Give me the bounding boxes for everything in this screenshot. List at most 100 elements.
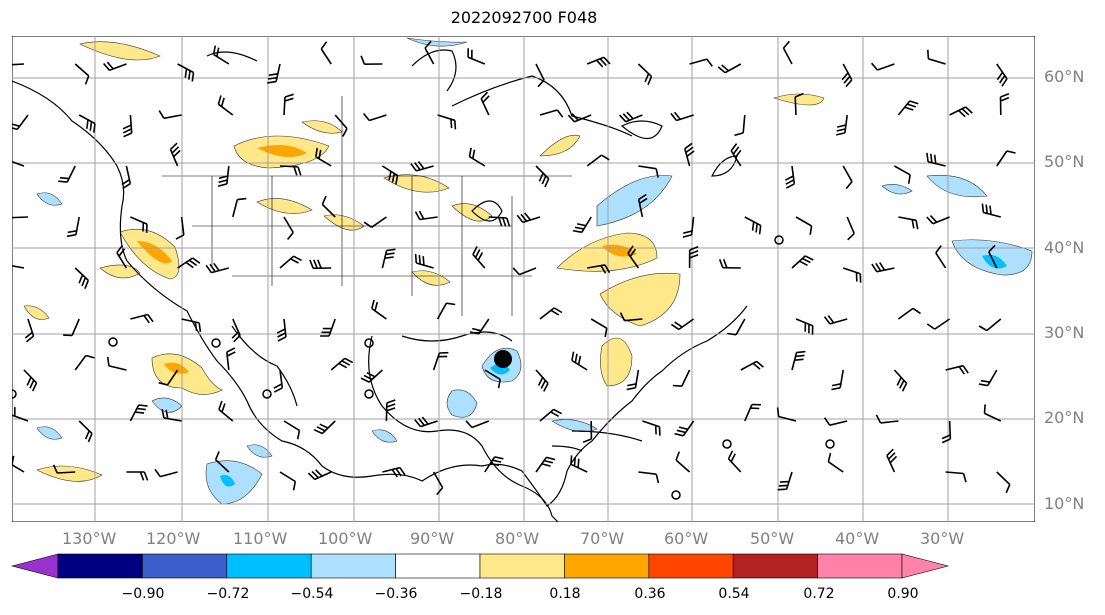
wind-barb [320, 318, 336, 337]
anomaly-patch [99, 264, 141, 279]
wind-barb [734, 114, 746, 137]
wind-barb [363, 216, 387, 228]
lat-label-10n: 10°N [1044, 494, 1085, 513]
wind-barb [74, 354, 95, 371]
wind-barb [484, 369, 501, 389]
wind-barb [684, 142, 695, 167]
wind-barb [432, 471, 444, 496]
colorbar-bin [732, 553, 818, 579]
map-title: 2022092700 F048 [450, 8, 598, 27]
lat-label-30n: 30°N [1044, 323, 1085, 342]
wind-barb [122, 114, 133, 138]
anomaly-patch [36, 426, 63, 440]
wind-barb [78, 420, 93, 443]
wind-barb [58, 165, 76, 183]
anomaly-patch [164, 362, 189, 374]
wind-barb [582, 420, 593, 444]
colorbar-tick: −0.36 [374, 586, 418, 602]
wind-barb [102, 61, 127, 72]
wind-barb [267, 63, 281, 84]
colorbar-bin [564, 553, 650, 579]
wind-barb [996, 150, 1016, 167]
anomaly-patch [36, 465, 103, 482]
wind-barb [279, 471, 297, 491]
wind-barb [512, 267, 537, 276]
wind-barb [381, 165, 399, 185]
wind-barb [23, 369, 38, 392]
calm-wind-circle [262, 389, 272, 399]
colorbar-tick: 0.18 [549, 586, 581, 602]
wind-barb [999, 92, 1010, 116]
wind-barb [106, 356, 127, 371]
wind-barb [276, 318, 287, 342]
wind-barb [794, 92, 804, 116]
graticule [12, 36, 1035, 522]
lon-label-30w: 30°W [920, 529, 965, 548]
wind-barb [638, 165, 659, 178]
wind-barb [414, 253, 434, 269]
colorbar-tick: 0.54 [718, 586, 750, 602]
anomaly-patch [79, 41, 161, 61]
wind-barb [217, 165, 230, 187]
wind-barb [627, 245, 640, 269]
storm-position-marker [494, 350, 512, 368]
wind-barb [945, 364, 969, 375]
wind-barb [320, 41, 332, 65]
wind-barb [535, 165, 550, 188]
wind-barb [730, 143, 742, 167]
wind-barb [129, 404, 148, 422]
wind-barb [841, 63, 853, 88]
wind-barb [587, 264, 611, 274]
wind-barb [205, 262, 230, 274]
wind-barb [637, 63, 653, 86]
wind-barb [63, 318, 80, 337]
wind-barb [116, 245, 128, 269]
wind-barb [385, 399, 396, 422]
wind-barb [226, 347, 236, 371]
wind-barb [672, 369, 691, 387]
wind-barb [424, 40, 435, 65]
colorbar-bin [57, 553, 143, 579]
wind-barb [823, 417, 848, 426]
wind-barb [978, 369, 998, 387]
wind-barb [12, 160, 25, 167]
wind-barb [570, 455, 588, 473]
wind-barb [744, 403, 761, 422]
wind-barb [321, 195, 336, 218]
wind-barb [52, 464, 76, 474]
wind-barb [382, 466, 406, 478]
wind-barb [469, 318, 490, 335]
wind-barb [480, 91, 490, 116]
anomaly-patch [556, 232, 658, 272]
wind-barb [791, 255, 814, 269]
wind-barb [74, 267, 90, 290]
wind-barb [158, 110, 182, 120]
wind-barb [776, 407, 797, 422]
wind-barb [926, 318, 951, 330]
wind-barb [279, 255, 302, 269]
wind-barb [981, 203, 1002, 218]
wind-barb [718, 259, 741, 269]
wind-barb [782, 40, 793, 65]
colorbar-bin [142, 553, 228, 579]
anomaly-patch [246, 444, 273, 458]
lon-label-80w: 80°W [495, 529, 540, 548]
wind-barb [12, 63, 25, 66]
lon-label-100w: 100°W [318, 529, 373, 548]
wind-barb [642, 420, 661, 436]
wind-barb [894, 165, 911, 184]
wind-barb [467, 48, 486, 65]
wind-barb [169, 142, 181, 167]
wind-barb [468, 147, 486, 167]
wind-barb [619, 312, 643, 322]
wind-barb [836, 114, 848, 136]
colorbar-bin [648, 553, 734, 579]
wind-barb [996, 471, 1011, 494]
wind-barb [315, 147, 332, 167]
wind-barb [121, 165, 132, 190]
wind-barb [472, 246, 486, 269]
colorbar-bin [479, 553, 565, 579]
colorbar-bin [310, 553, 396, 579]
colorbar-bin [226, 553, 312, 579]
wind-barb [827, 452, 844, 473]
